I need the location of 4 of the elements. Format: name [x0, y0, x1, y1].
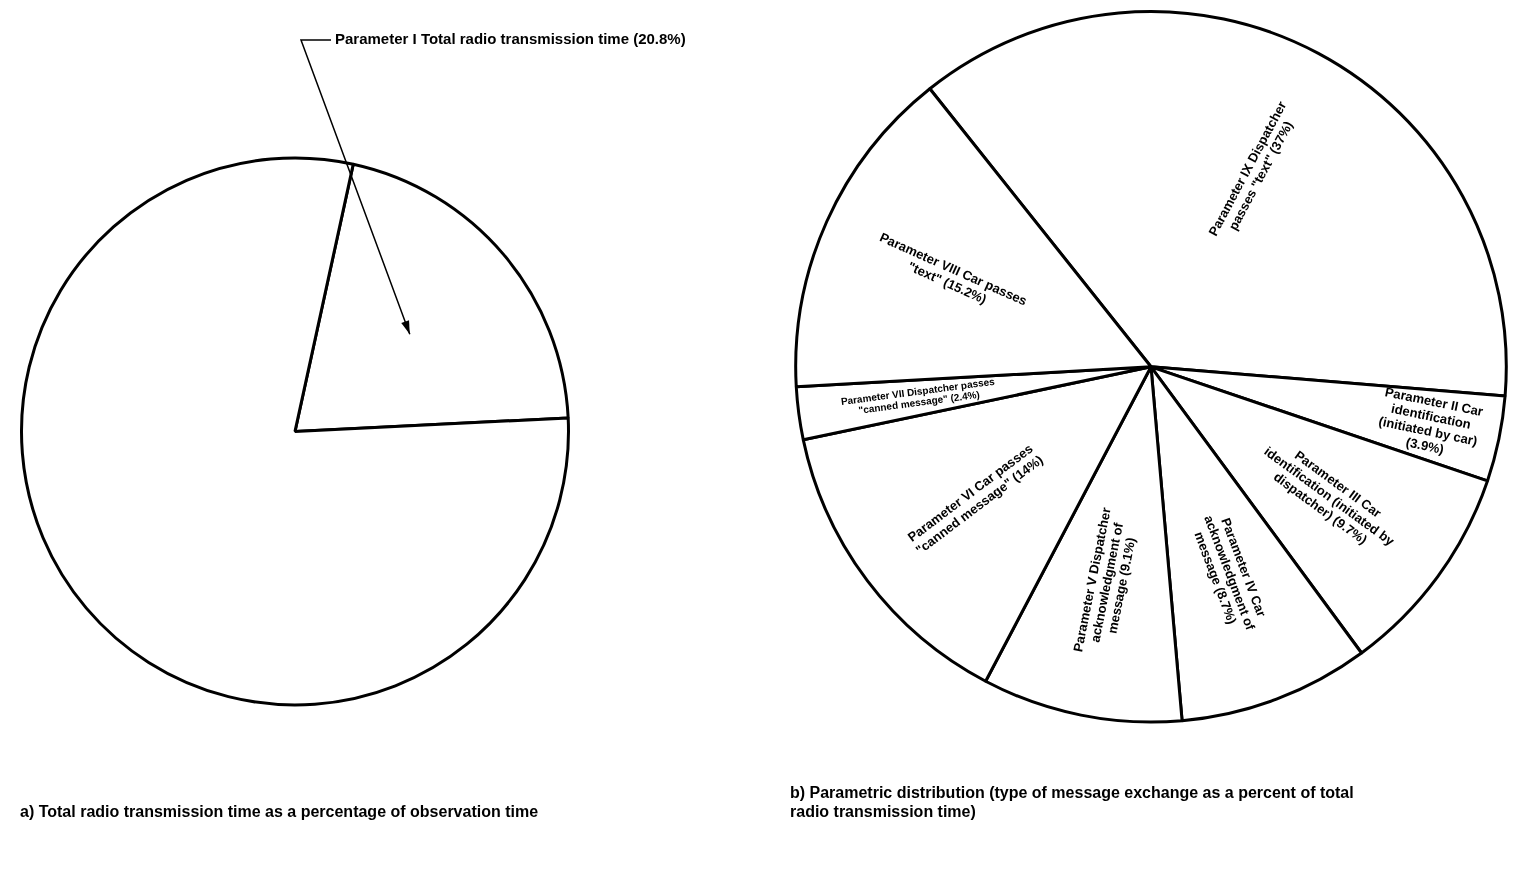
- text: a) Total radio transmission time as a percentage of observation time: [20, 802, 539, 820]
- slice-label: Parameter I Total radio transmission time (20.8%): [335, 30, 686, 48]
- slice-label: Parameter VII Dispatcher passes "canned message" (2.4%): [840, 375, 996, 416]
- text: b) Parametric distribution (type of message exchange as a percent of total radio transmission time): [790, 783, 1354, 820]
